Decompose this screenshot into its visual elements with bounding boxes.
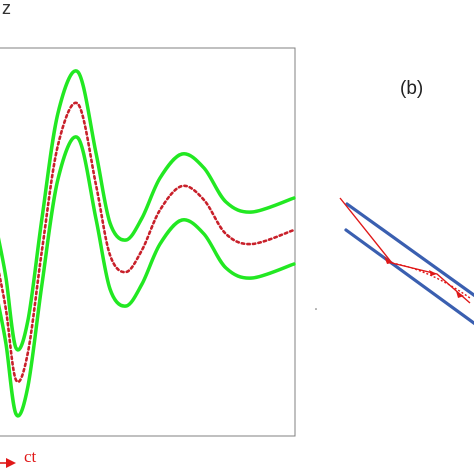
lower-envelope-curve — [0, 135, 296, 418]
wedge-upper-line — [345, 202, 474, 298]
wedge-ray-path — [339, 197, 471, 304]
ct-axis-arrow — [0, 458, 16, 468]
wedge-arrowhead — [384, 256, 392, 264]
speck-mark — [315, 308, 317, 310]
wedge-arrowhead — [429, 270, 437, 276]
upper-envelope-curve — [0, 69, 296, 352]
wedge-dotted-path — [391, 262, 471, 299]
wedge-arrowhead — [456, 291, 464, 298]
wedge-lower-line — [344, 228, 474, 326]
panel-a-frame — [0, 47, 296, 437]
panel-a-curves — [0, 69, 296, 418]
ct-axis-label: ct — [24, 447, 37, 466]
panel-b-label: (b) — [400, 78, 423, 99]
panel-b-wedge — [339, 197, 474, 326]
center-dotted-curve — [0, 101, 296, 383]
z-axis-label: z — [2, 0, 11, 18]
